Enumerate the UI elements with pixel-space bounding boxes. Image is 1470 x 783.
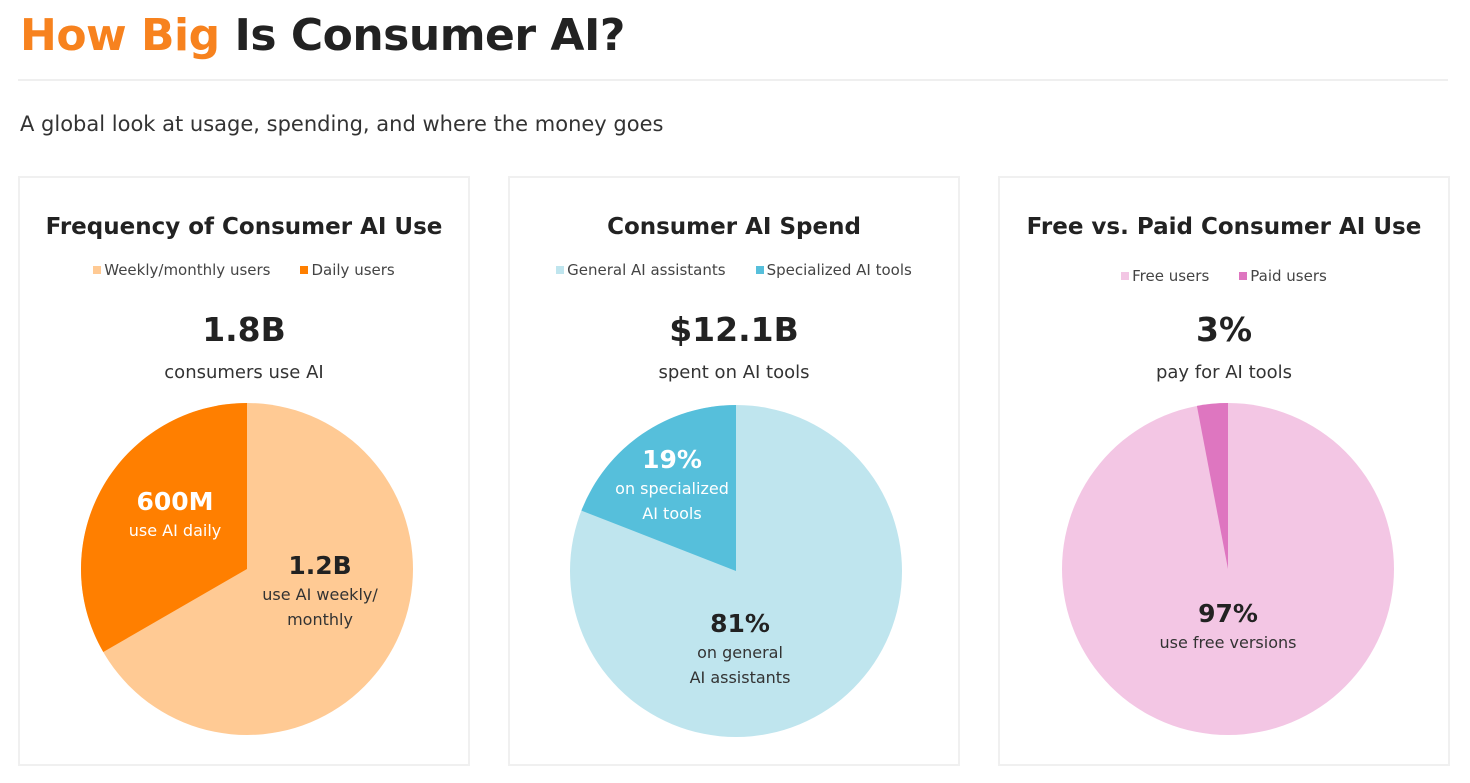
legend-swatch-icon [300, 266, 309, 274]
pie-chart-spend [570, 405, 902, 737]
legend-label: Paid users [1250, 267, 1327, 285]
legend-swatch-icon [556, 266, 565, 274]
card-free-vs-paid: Free vs. Paid Consumer AI Use Free users… [998, 176, 1450, 766]
page-subtitle: A global look at usage, spending, and wh… [20, 112, 664, 136]
legend-item-free: Free users [1121, 267, 1209, 285]
legend-label: Specialized AI tools [766, 261, 912, 279]
legend-swatch-icon [1121, 272, 1130, 280]
card-title: Free vs. Paid Consumer AI Use [1026, 214, 1422, 240]
legend-swatch-icon [1239, 272, 1248, 280]
pie-chart-free-vs-paid [1062, 402, 1394, 735]
legend-swatch-icon [93, 266, 102, 274]
pie-slice-paid [1196, 402, 1228, 569]
slice-label-daily: 600M use AI daily [128, 487, 222, 540]
page-title: How Big Is Consumer AI? [20, 8, 625, 64]
legend-label: Daily users [311, 261, 395, 279]
chart-legend: General AI assistants Specialized AI too… [510, 261, 958, 279]
slice-label-specialized: 19% on specialized AI tools [615, 445, 729, 523]
slice-label-weekly: 1.2B use AI weekly/ monthly [262, 551, 378, 629]
legend-item-daily: Daily users [300, 261, 395, 279]
headline-subtext: pay for AI tools [1155, 362, 1293, 383]
legend-item-paid: Paid users [1239, 267, 1327, 285]
legend-swatch-icon [755, 266, 764, 274]
headline-subtext: spent on AI tools [658, 362, 810, 383]
headline-value: 1.8B [202, 310, 286, 349]
header-divider [18, 79, 1448, 81]
legend-item-weekly: Weekly/monthly users [93, 261, 270, 279]
chart-legend: Weekly/monthly users Daily users [20, 261, 468, 279]
headline-subtext: consumers use AI [164, 362, 324, 383]
headline-value: 3% [1195, 310, 1253, 349]
chart-legend: Free users Paid users [1000, 267, 1448, 285]
legend-item-specialized: Specialized AI tools [755, 261, 912, 279]
title-rest: Is Consumer AI? [219, 10, 625, 61]
slice-label-general: 81% on general AI assistants [689, 609, 791, 687]
headline-value: $12.1B [669, 310, 799, 349]
slice-label-free: 97% use free versions [1159, 599, 1297, 652]
pie-chart-frequency [81, 403, 413, 735]
card-spend: Consumer AI Spend General AI assistants … [508, 176, 960, 766]
card-title: Consumer AI Spend [607, 214, 861, 240]
legend-label: Free users [1132, 267, 1210, 285]
title-accent: How Big [20, 10, 220, 61]
card-title: Frequency of Consumer AI Use [45, 214, 443, 240]
card-frequency: Frequency of Consumer AI Use Weekly/mont… [18, 176, 470, 766]
pie-slice-specialized [581, 405, 736, 571]
legend-label: Weekly/monthly users [104, 261, 271, 279]
pie-slice-daily [81, 403, 247, 652]
legend-label: General AI assistants [567, 261, 726, 279]
legend-item-general: General AI assistants [556, 261, 726, 279]
